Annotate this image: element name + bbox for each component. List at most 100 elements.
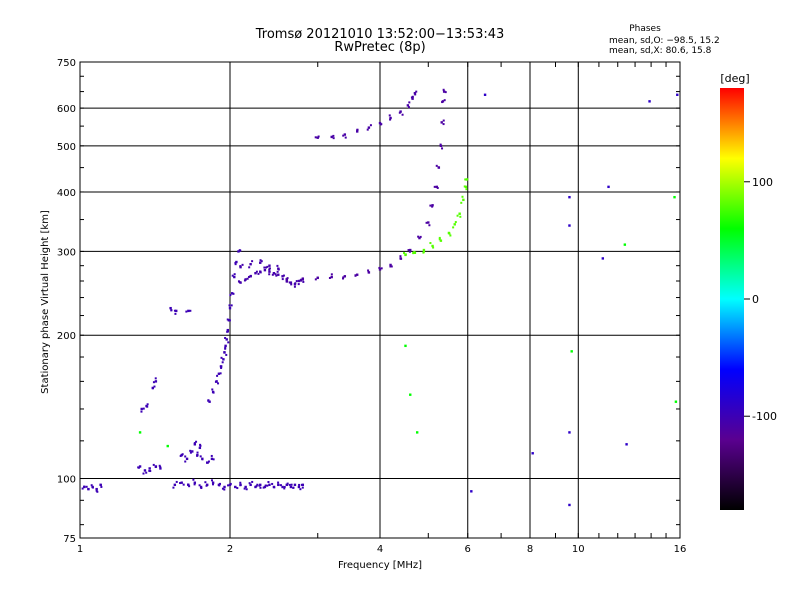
scatter-point [272, 272, 276, 275]
scatter-point [411, 95, 414, 98]
scatter-point [224, 346, 227, 349]
scatter-point [276, 270, 279, 273]
scatter-point [431, 204, 434, 207]
scatter-point [286, 482, 289, 485]
scatter-point [463, 185, 466, 188]
x-tick-label: 6 [465, 544, 471, 555]
scatter-point [205, 484, 208, 487]
scatter-point [439, 143, 442, 146]
scatter-point [277, 273, 280, 276]
scatter-point [568, 224, 571, 227]
scatter-point [439, 239, 443, 242]
scatter-point [442, 88, 445, 91]
scatter-point [674, 400, 678, 403]
scatter-point [154, 377, 157, 380]
chart-subtitle: RwPretec (8p) [334, 40, 425, 55]
scatter-point [196, 451, 199, 454]
scatter-point [148, 467, 151, 470]
scatter-point [271, 273, 274, 276]
scatter-point [212, 391, 215, 394]
scatter-point [249, 263, 252, 266]
scatter-point [87, 488, 90, 491]
scatter-point [254, 272, 257, 275]
scatter-point [189, 451, 192, 454]
scatter-points [81, 88, 679, 507]
scatter-point [464, 178, 467, 181]
scatter-point [314, 278, 317, 281]
scatter-point [289, 281, 293, 284]
scatter-point [259, 259, 262, 262]
scatter-point [281, 485, 284, 489]
scatter-point [158, 464, 161, 467]
scatter-point [403, 252, 406, 255]
scatter-point [237, 280, 240, 283]
scatter-point [175, 309, 178, 313]
scatter-point [245, 488, 248, 491]
scatter-point [273, 486, 276, 489]
scatter-point [210, 457, 214, 461]
y-tick-label: 750 [57, 58, 76, 69]
scatter-point [380, 123, 383, 126]
x-tick-label: 2 [227, 544, 233, 555]
scatter-point [342, 134, 345, 137]
scatter-point [415, 90, 418, 93]
scatter-point [342, 277, 345, 280]
phases-x-mode: mean, sd,X: 80.6, 15.8 [609, 46, 712, 56]
scatter-point [263, 268, 267, 272]
scatter-point [264, 266, 267, 269]
scatter-point [219, 482, 222, 485]
scatter-point [268, 270, 271, 273]
scatter-point [673, 195, 676, 199]
scatter-point [231, 274, 234, 277]
scatter-point [148, 469, 151, 472]
x-tick-label: 16 [674, 544, 687, 555]
scatter-point [286, 280, 289, 283]
scatter-point [425, 221, 428, 224]
scatter-point [413, 91, 417, 95]
scatter-point [81, 487, 84, 490]
y-tick-label: 300 [57, 247, 76, 258]
scatter-point [343, 133, 347, 136]
scatter-point [389, 265, 392, 268]
scatter-point [228, 304, 231, 307]
scatter-point [227, 341, 230, 344]
scatter-point [185, 457, 189, 461]
scatter-point [256, 483, 259, 486]
scatter-point [464, 185, 468, 189]
scatter-point [277, 484, 280, 487]
scatter-point [223, 485, 226, 489]
scatter-point [285, 483, 288, 487]
scatter-point [433, 185, 436, 188]
scatter-point [283, 485, 286, 488]
scatter-point [230, 292, 234, 295]
scatter-point [255, 270, 258, 273]
scatter-point [212, 458, 215, 461]
scatter-point [195, 440, 198, 443]
scatter-point [648, 100, 651, 103]
scatter-point [282, 274, 285, 277]
x-tick-label: 8 [527, 544, 533, 555]
scatter-point [251, 260, 254, 263]
scatter-point [428, 224, 431, 227]
scatter-point [228, 306, 232, 310]
scatter-point [298, 483, 301, 486]
y-axis-ticks: 75 100 200 300 400 500 600 750 [57, 58, 680, 545]
scatter-point [206, 461, 209, 464]
scatter-point [275, 274, 278, 277]
scatter-point [173, 309, 176, 312]
scatter-point [289, 485, 293, 489]
scatter-point [676, 93, 679, 96]
scatter-point [187, 483, 190, 486]
scatter-point [625, 443, 628, 446]
scatter-point [279, 484, 282, 487]
scatter-point [225, 338, 228, 341]
scatter-point [568, 431, 571, 434]
scatter-point [179, 482, 182, 485]
colorbar-tick-label: 0 [752, 293, 759, 306]
scatter-point [465, 178, 469, 181]
scatter-point [169, 306, 172, 310]
scatter-point [264, 484, 267, 487]
scatter-point [193, 483, 196, 486]
scatter-point [470, 490, 473, 493]
scatter-point [199, 485, 203, 489]
